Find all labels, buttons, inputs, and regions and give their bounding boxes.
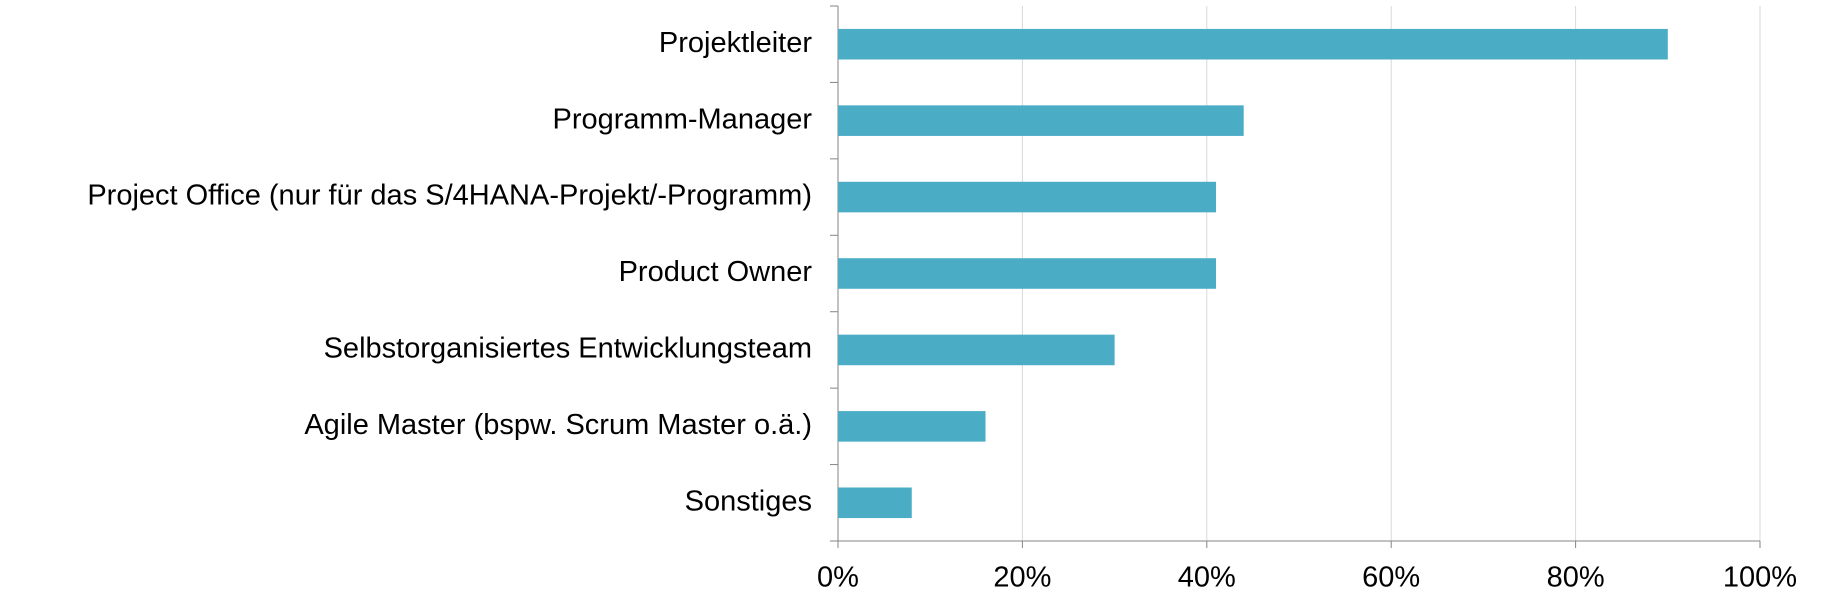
bar [838,258,1217,289]
y-tick-label: Programm-Manager [553,103,813,135]
y-tick-label: Project Office (nur für das S/4HANA-Proj… [87,180,812,212]
x-tick-label: 40% [1178,562,1236,594]
x-tick-label: 80% [1547,562,1605,594]
y-tick-label: Agile Master (bspw. Scrum Master o.ä.) [304,409,812,441]
bar [838,181,1217,213]
x-tick-label: 0% [817,562,859,594]
y-tick-label: Product Owner [619,256,813,288]
y-tick-label: Selbstorganisiertes Entwicklungsteam [324,333,812,365]
bar [838,105,1244,136]
y-tick-label: Sonstiges [685,485,812,517]
bar [838,411,986,442]
y-tick-label: Projektleiter [659,27,812,59]
x-tick-label: 20% [993,562,1051,594]
x-tick-label: 60% [1362,562,1420,594]
bar [838,334,1115,366]
x-tick-label: 100% [1723,562,1797,594]
bar [838,28,1668,60]
bar [838,487,912,519]
